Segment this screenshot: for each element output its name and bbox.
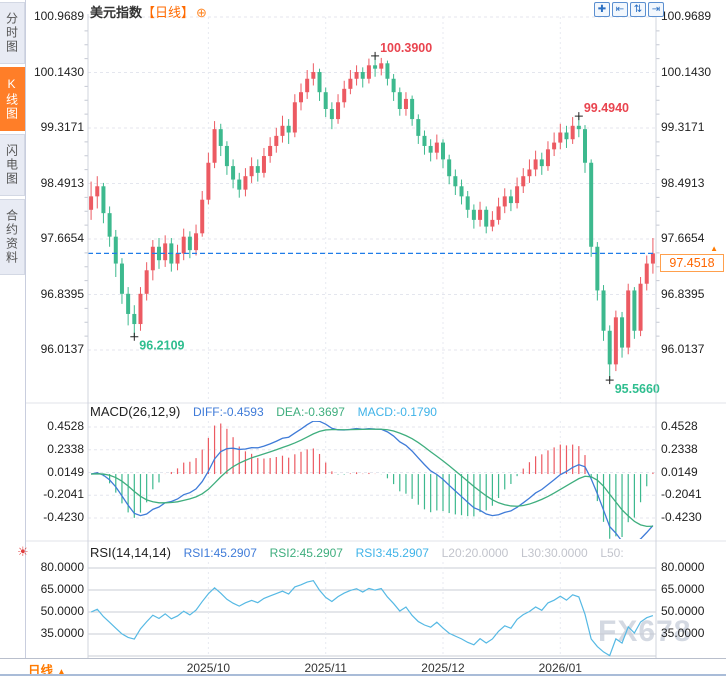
- time-axis-bar: 日线 ▲ 2025/10 2025/11 2025/12 2026/01: [0, 658, 726, 676]
- axis-label: 0.4528: [47, 419, 84, 433]
- rsi-header: RSI(14,14,14) RSI1:45.2907 RSI2:45.2907 …: [90, 545, 624, 560]
- axis-label: 0.0149: [661, 464, 698, 479]
- price-annotation: 96.2109: [139, 339, 184, 353]
- pan-icon[interactable]: ✚: [594, 2, 610, 17]
- price-annotation: 100.3900: [380, 41, 432, 55]
- watermark: FX678: [598, 615, 692, 648]
- x-axis-label: 2026/01: [538, 661, 582, 675]
- rsi2-value: RSI2:45.2907: [269, 546, 343, 560]
- sidebar-item-lightning[interactable]: 闪电图: [0, 134, 25, 196]
- rsi-l50-value: L50:: [600, 546, 624, 560]
- axis-label: 100.1430: [661, 64, 712, 79]
- axis-label: 100.9689: [33, 9, 84, 23]
- axis-label: 35.0000: [661, 626, 705, 640]
- axis-label: 96.8395: [661, 286, 705, 301]
- triangle-up-icon: ▲: [56, 667, 67, 676]
- price-annotation: 99.4940: [584, 101, 629, 115]
- axis-label: -0.4230: [43, 510, 84, 524]
- axis-label: 0.0149: [47, 464, 84, 479]
- add-circle-icon[interactable]: ⊕: [196, 5, 207, 20]
- rsi-l30-value: L30:30.0000: [520, 546, 588, 560]
- axis-label: 99.3171: [40, 120, 84, 134]
- sidebar-item-timeshare[interactable]: 分时图: [0, 2, 25, 64]
- macd-macd-value: MACD:-0.1790: [357, 405, 437, 419]
- axis-label: 96.0137: [661, 342, 705, 356]
- axis-label: 80.0000: [661, 560, 705, 574]
- rsi-l20-value: L20:20.0000: [441, 546, 509, 560]
- shift-right-icon[interactable]: ⇥: [648, 2, 664, 17]
- axis-label: 98.4913: [40, 175, 84, 190]
- symbol-name: 美元指数: [90, 5, 143, 20]
- axis-label: 100.1430: [33, 64, 84, 79]
- axis-label: -0.2041: [43, 487, 84, 502]
- sidebar-item-kline[interactable]: K线图: [0, 67, 25, 131]
- indicator-settings-icon[interactable]: ☀: [17, 544, 29, 559]
- axis-label: -0.4230: [661, 510, 702, 524]
- axis-label: 97.6654: [661, 231, 705, 245]
- axis-label: -0.2041: [661, 487, 702, 502]
- axis-label: 65.0000: [40, 582, 84, 596]
- zoom-horizontal-icon[interactable]: ⇤: [612, 2, 628, 17]
- period-tag: 【日线】: [142, 5, 195, 20]
- axis-label: 80.0000: [40, 560, 84, 574]
- rsi3-value: RSI3:45.2907: [355, 546, 429, 560]
- period-selector-button[interactable]: 日线 ▲: [28, 660, 67, 676]
- axis-label: 96.8395: [40, 286, 84, 301]
- price-up-arrow-icon: ▲: [710, 244, 718, 254]
- axis-label: 96.0137: [40, 342, 84, 356]
- axis-label: 97.6654: [40, 231, 84, 245]
- axis-label: 50.0000: [40, 604, 84, 618]
- chart-toolbar: ✚ ⇤ ⇅ ⇥: [594, 2, 664, 17]
- macd-dea-value: DEA:-0.3697: [276, 405, 345, 419]
- chart-title: 美元指数【日线】 ⊕: [90, 2, 207, 21]
- price-annotation: 95.5660: [615, 382, 660, 396]
- axis-label: 98.4913: [661, 175, 705, 190]
- axis-label: 99.3171: [661, 120, 705, 134]
- axis-label: 0.2338: [47, 441, 84, 456]
- current-price-badge: 97.4518: [660, 254, 724, 273]
- axis-label: 100.9689: [661, 9, 712, 23]
- axis-label: 35.0000: [40, 626, 84, 640]
- axis-label: 50.0000: [661, 604, 705, 618]
- rsi1-value: RSI1:45.2907: [183, 546, 257, 560]
- macd-header: MACD(26,12,9) DIFF:-0.4593 DEA:-0.3697 M…: [90, 404, 437, 419]
- axis-label: 0.2338: [661, 441, 698, 456]
- axis-label: 0.4528: [661, 419, 698, 433]
- x-axis-label: 2025/12: [421, 661, 465, 675]
- sidebar: 分时图 K线图 闪电图 合约资料: [0, 0, 26, 658]
- macd-diff-value: DIFF:-0.4593: [192, 405, 264, 419]
- sidebar-item-contract-info[interactable]: 合约资料: [0, 199, 25, 275]
- period-label: 日线: [28, 664, 54, 676]
- zoom-vertical-icon[interactable]: ⇅: [630, 2, 646, 17]
- x-axis-label: 2025/11: [304, 661, 347, 675]
- macd-title[interactable]: MACD(26,12,9): [90, 404, 181, 419]
- x-axis-label: 2025/10: [186, 661, 231, 675]
- axis-label: 65.0000: [661, 582, 705, 596]
- rsi-title[interactable]: RSI(14,14,14): [90, 545, 171, 560]
